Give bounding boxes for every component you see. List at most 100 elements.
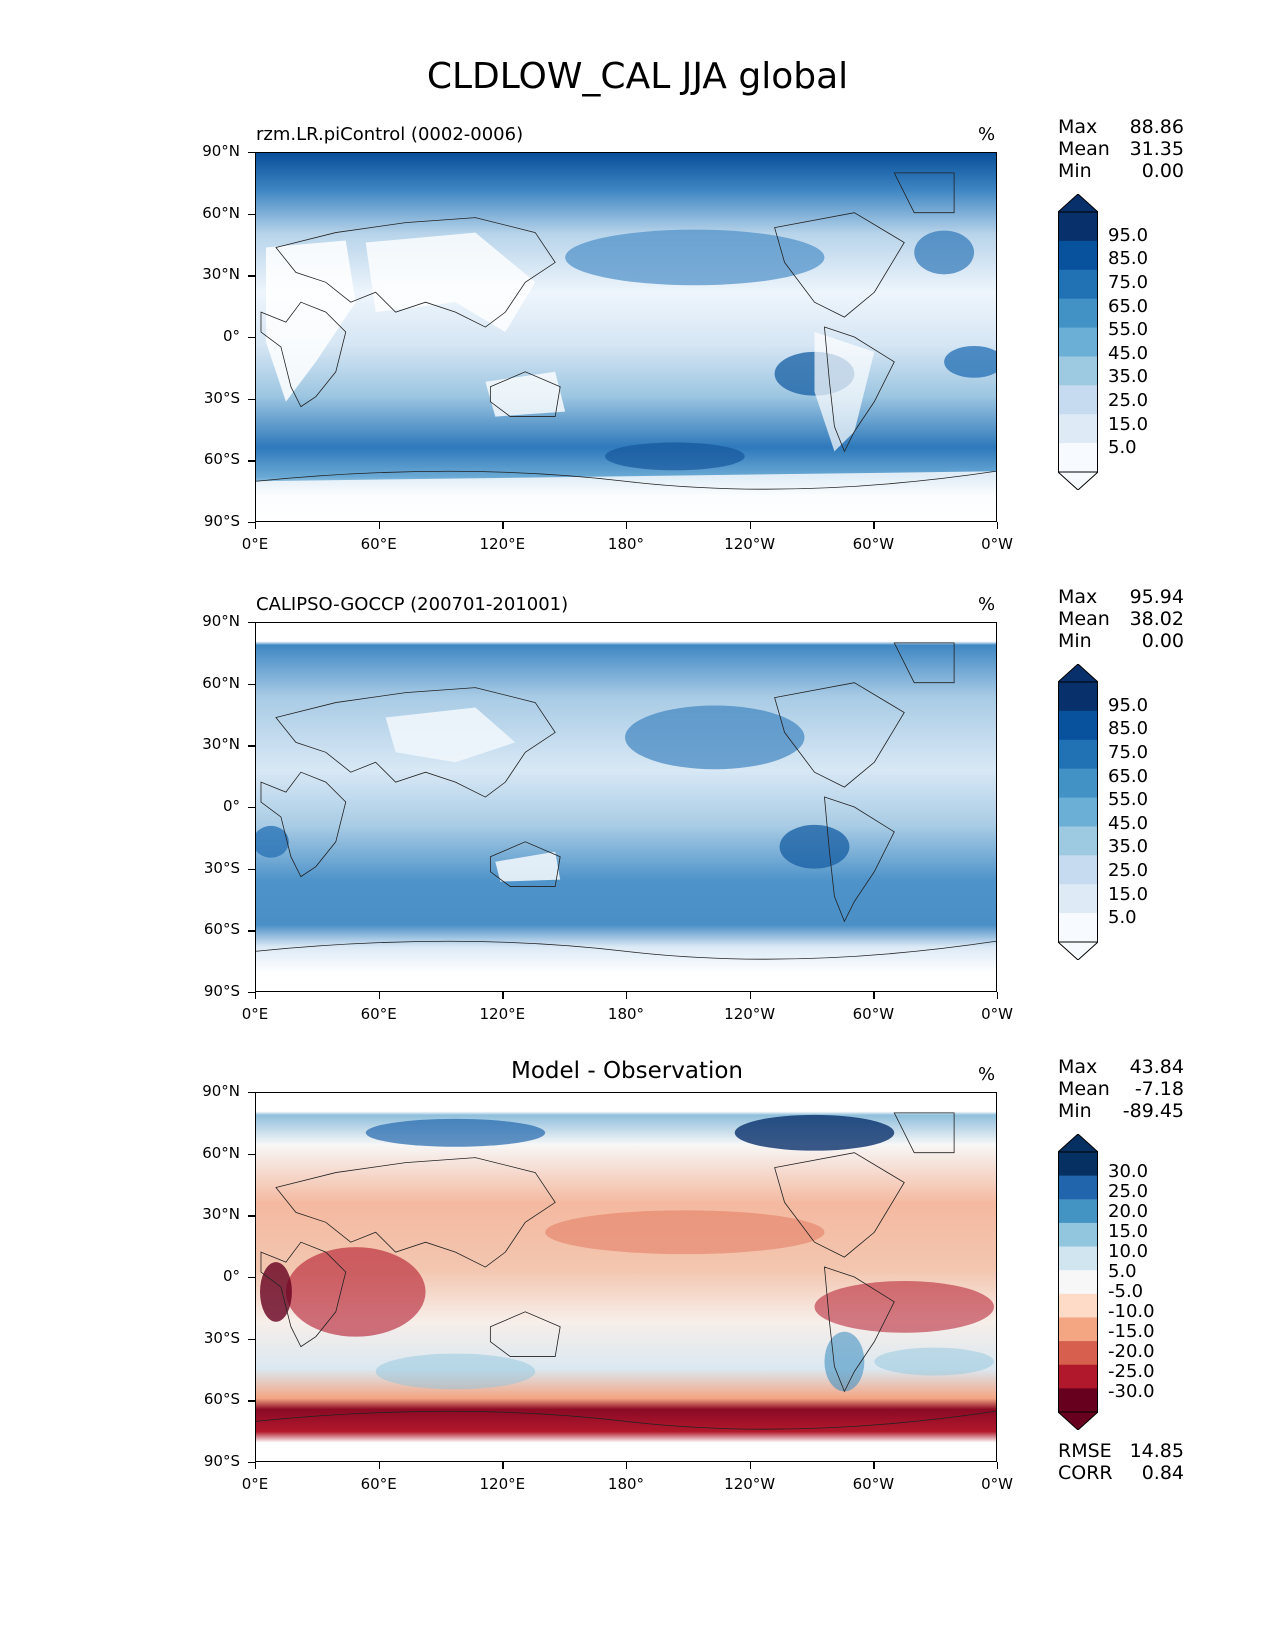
x-tick-mark: [873, 992, 875, 999]
stat-value: 0.84: [1141, 1462, 1184, 1484]
y-tick-label: 60°S: [203, 450, 240, 469]
stat-value: 88.86: [1129, 116, 1184, 138]
stat-value: 38.02: [1129, 608, 1184, 630]
y-tick-mark: [248, 683, 255, 685]
x-tick-mark: [255, 522, 257, 529]
colorbar-segment: [1058, 913, 1098, 943]
y-tick-mark: [248, 398, 255, 400]
x-tick-mark: [502, 1462, 504, 1469]
x-tick-mark: [626, 522, 628, 529]
y-tick-mark: [248, 622, 255, 624]
colorbar-frame: [1058, 681, 1098, 943]
colorbar-segment: [1058, 884, 1098, 914]
y-tick-label: 0°: [222, 1267, 240, 1285]
y-tick-mark: [248, 992, 255, 994]
stat-label: RMSE: [1058, 1440, 1112, 1462]
colorbar-segment: [1058, 298, 1098, 329]
y-tick-mark: [248, 1338, 255, 1340]
x-tick-mark: [749, 1462, 751, 1469]
colorbar-extend-top: [1058, 194, 1098, 213]
colorbar-label: -20.0: [1108, 1341, 1155, 1362]
x-tick-label: 0°E: [241, 1475, 269, 1493]
y-tick-mark: [248, 930, 255, 932]
colorbar-label: 30.0: [1108, 1161, 1149, 1182]
x-tick-label: 120°W: [724, 535, 776, 553]
colorbar-segment: [1058, 1270, 1098, 1295]
stat-label: Mean: [1058, 138, 1110, 160]
x-tick-mark: [255, 1462, 257, 1469]
colorbar-label: 65.0: [1108, 295, 1149, 317]
x-tick-label: 120°W: [724, 1475, 776, 1493]
colorbar-segment: [1058, 797, 1098, 827]
map-observation-cloud-fraction: [255, 622, 997, 992]
colorbar-label: -25.0: [1108, 1361, 1155, 1382]
stat-label: CORR: [1058, 1462, 1113, 1484]
colorbar-segment: [1058, 768, 1098, 799]
x-tick-label: 60°E: [360, 535, 397, 553]
x-tick-label: 60°E: [360, 1475, 397, 1493]
x-tick-mark: [502, 522, 504, 529]
colorbar-segment: [1058, 1222, 1098, 1248]
y-tick-mark: [248, 152, 255, 154]
stats-box: Max 88.86 Mean 31.35 Min 0.00: [1058, 116, 1184, 182]
x-tick-mark: [749, 522, 751, 529]
x-tick-label: 60°E: [360, 1005, 397, 1023]
x-tick-mark: [997, 992, 999, 999]
y-tick-label: 90°S: [203, 1452, 240, 1470]
colorbar-label: 85.0: [1108, 248, 1149, 270]
colorbar-segment: [1058, 1364, 1098, 1389]
map-model-cloud-fraction: [255, 152, 997, 522]
colorbar-segment: [1058, 443, 1098, 473]
colorbar-extend-bottom: [1058, 1411, 1098, 1430]
colorbar-label: -5.0: [1108, 1281, 1144, 1302]
y-tick-label: 30°S: [203, 858, 240, 877]
colorbar-label: 10.0: [1108, 1241, 1149, 1262]
colorbar-label: 75.0: [1108, 741, 1149, 763]
y-tick-mark: [248, 460, 255, 462]
colorbar-segment: [1058, 710, 1098, 741]
colorbar-segment: [1058, 240, 1098, 271]
x-tick-mark: [378, 992, 380, 999]
stat-value: 31.35: [1129, 138, 1184, 160]
y-tick-label: 30°N: [202, 265, 240, 284]
y-tick-label: 60°S: [203, 920, 240, 939]
x-tick-mark: [749, 992, 751, 999]
x-tick-mark: [873, 522, 875, 529]
stat-value: -7.18: [1134, 1078, 1184, 1100]
x-tick-mark: [626, 992, 628, 999]
x-tick-mark: [873, 1462, 875, 1469]
colorbar-label: 45.0: [1108, 812, 1149, 834]
x-tick-mark: [626, 1462, 628, 1469]
colorbar-label: -15.0: [1108, 1321, 1155, 1342]
colorbar: [1058, 664, 1098, 960]
colorbar-label: 5.0: [1108, 1261, 1137, 1282]
colorbar-segment: [1058, 1199, 1098, 1224]
colorbar-segment: [1058, 826, 1098, 856]
colorbar-label: 20.0: [1108, 1201, 1149, 1222]
x-tick-label: 0°W: [981, 1005, 1013, 1023]
x-tick-label: 60°W: [852, 535, 895, 553]
colorbar-label: 25.0: [1108, 390, 1149, 412]
colorbar-label: 45.0: [1108, 342, 1149, 364]
colorbar-label: 95.0: [1108, 694, 1149, 716]
stat-value: 0.00: [1141, 630, 1184, 652]
colorbar-segment: [1058, 682, 1098, 712]
stat-label: Max: [1058, 116, 1098, 138]
colorbar-segment: [1058, 356, 1098, 386]
colorbar-segment: [1058, 414, 1098, 444]
units-label: %: [978, 594, 996, 615]
colorbar-segment: [1058, 327, 1098, 357]
figure-title: CLDLOW_CAL JJA global: [426, 56, 849, 97]
stat-label: Max: [1058, 586, 1098, 608]
y-tick-mark: [248, 868, 255, 870]
stat-value: 14.85: [1129, 1440, 1184, 1462]
y-tick-label: 90°S: [203, 512, 240, 530]
stat-value: 43.84: [1129, 1056, 1184, 1078]
colorbar-frame: [1058, 1151, 1098, 1413]
x-tick-label: 180°: [607, 1005, 645, 1023]
map-difference-cloud-fraction: [255, 1092, 997, 1462]
panel-difference: Model - Observation %: [0, 940, 1275, 1493]
colorbar-label: 55.0: [1108, 319, 1149, 341]
colorbar-segment: [1058, 385, 1098, 415]
colorbar-label: 35.0: [1108, 366, 1149, 388]
